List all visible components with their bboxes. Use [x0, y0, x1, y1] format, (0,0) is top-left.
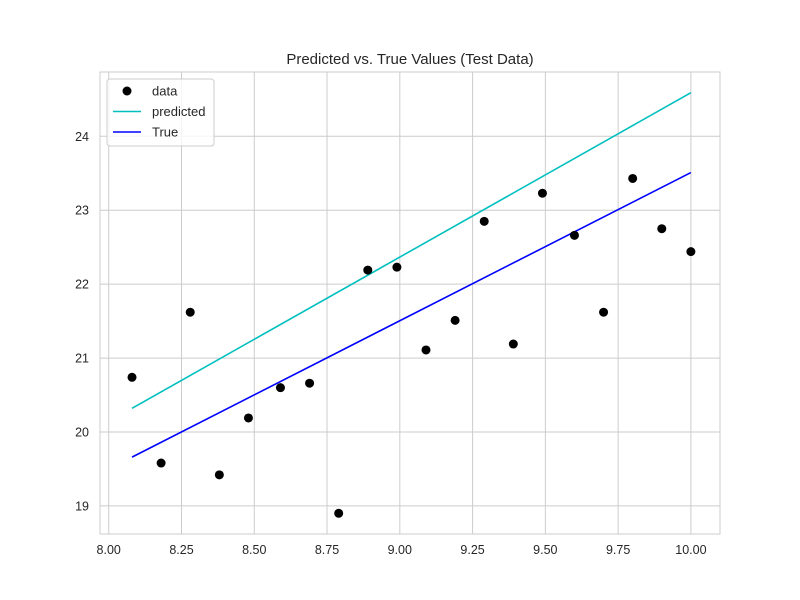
x-tick-label: 9.25	[460, 543, 484, 557]
plot-area	[100, 72, 720, 534]
x-tick-label: 9.50	[533, 543, 557, 557]
data-points	[127, 173, 696, 518]
y-tick-label: 19	[75, 499, 89, 513]
data-point	[599, 307, 609, 317]
x-tick-label: 8.25	[169, 543, 193, 557]
data-point	[569, 230, 579, 240]
series-line-predicted	[131, 92, 692, 410]
data-point	[305, 378, 315, 388]
x-tick-label: 9.75	[606, 543, 630, 557]
y-tick-label: 23	[75, 204, 89, 218]
y-tick-label: 22	[75, 278, 89, 292]
chart-title: Predicted vs. True Values (Test Data)	[286, 51, 533, 68]
data-point	[214, 470, 224, 480]
x-tick-label: 10.00	[675, 543, 706, 557]
y-tick-label: 20	[75, 425, 89, 439]
x-tick-label: 8.75	[315, 543, 339, 557]
legend-label-true: True	[152, 125, 178, 140]
plot-frame	[99, 71, 721, 535]
data-point	[243, 413, 253, 423]
grid	[100, 72, 720, 534]
x-tick-label: 8.00	[97, 543, 121, 557]
data-point	[628, 173, 638, 183]
legend-label-data: data	[152, 84, 178, 99]
data-point	[127, 372, 137, 382]
data-point	[392, 262, 402, 272]
data-point	[275, 383, 285, 393]
data-point	[334, 508, 344, 518]
data-point	[450, 315, 460, 325]
legend-swatch-data	[122, 86, 132, 96]
axes: 8.00 8.25 8.50 8.75 9.00 9.25 9.50 9.75 10.00 19 2…	[75, 130, 706, 557]
data-point	[686, 247, 696, 257]
series-lines	[131, 92, 692, 458]
x-tick-label: 9.00	[388, 543, 412, 557]
x-tick-label: 8.50	[242, 543, 266, 557]
data-point	[479, 216, 489, 226]
y-tick-label: 21	[75, 352, 89, 366]
data-point	[537, 188, 547, 198]
data-point	[185, 307, 195, 317]
data-point	[508, 339, 518, 349]
series-line-true	[131, 171, 692, 458]
legend-label-predicted: predicted	[152, 104, 205, 119]
legend-box	[106, 78, 215, 147]
y-tick-label: 24	[75, 130, 89, 144]
data-point	[363, 265, 373, 275]
legend: data predicted True	[106, 78, 215, 147]
data-point	[657, 224, 667, 234]
data-point	[421, 345, 431, 355]
data-point	[156, 458, 166, 468]
